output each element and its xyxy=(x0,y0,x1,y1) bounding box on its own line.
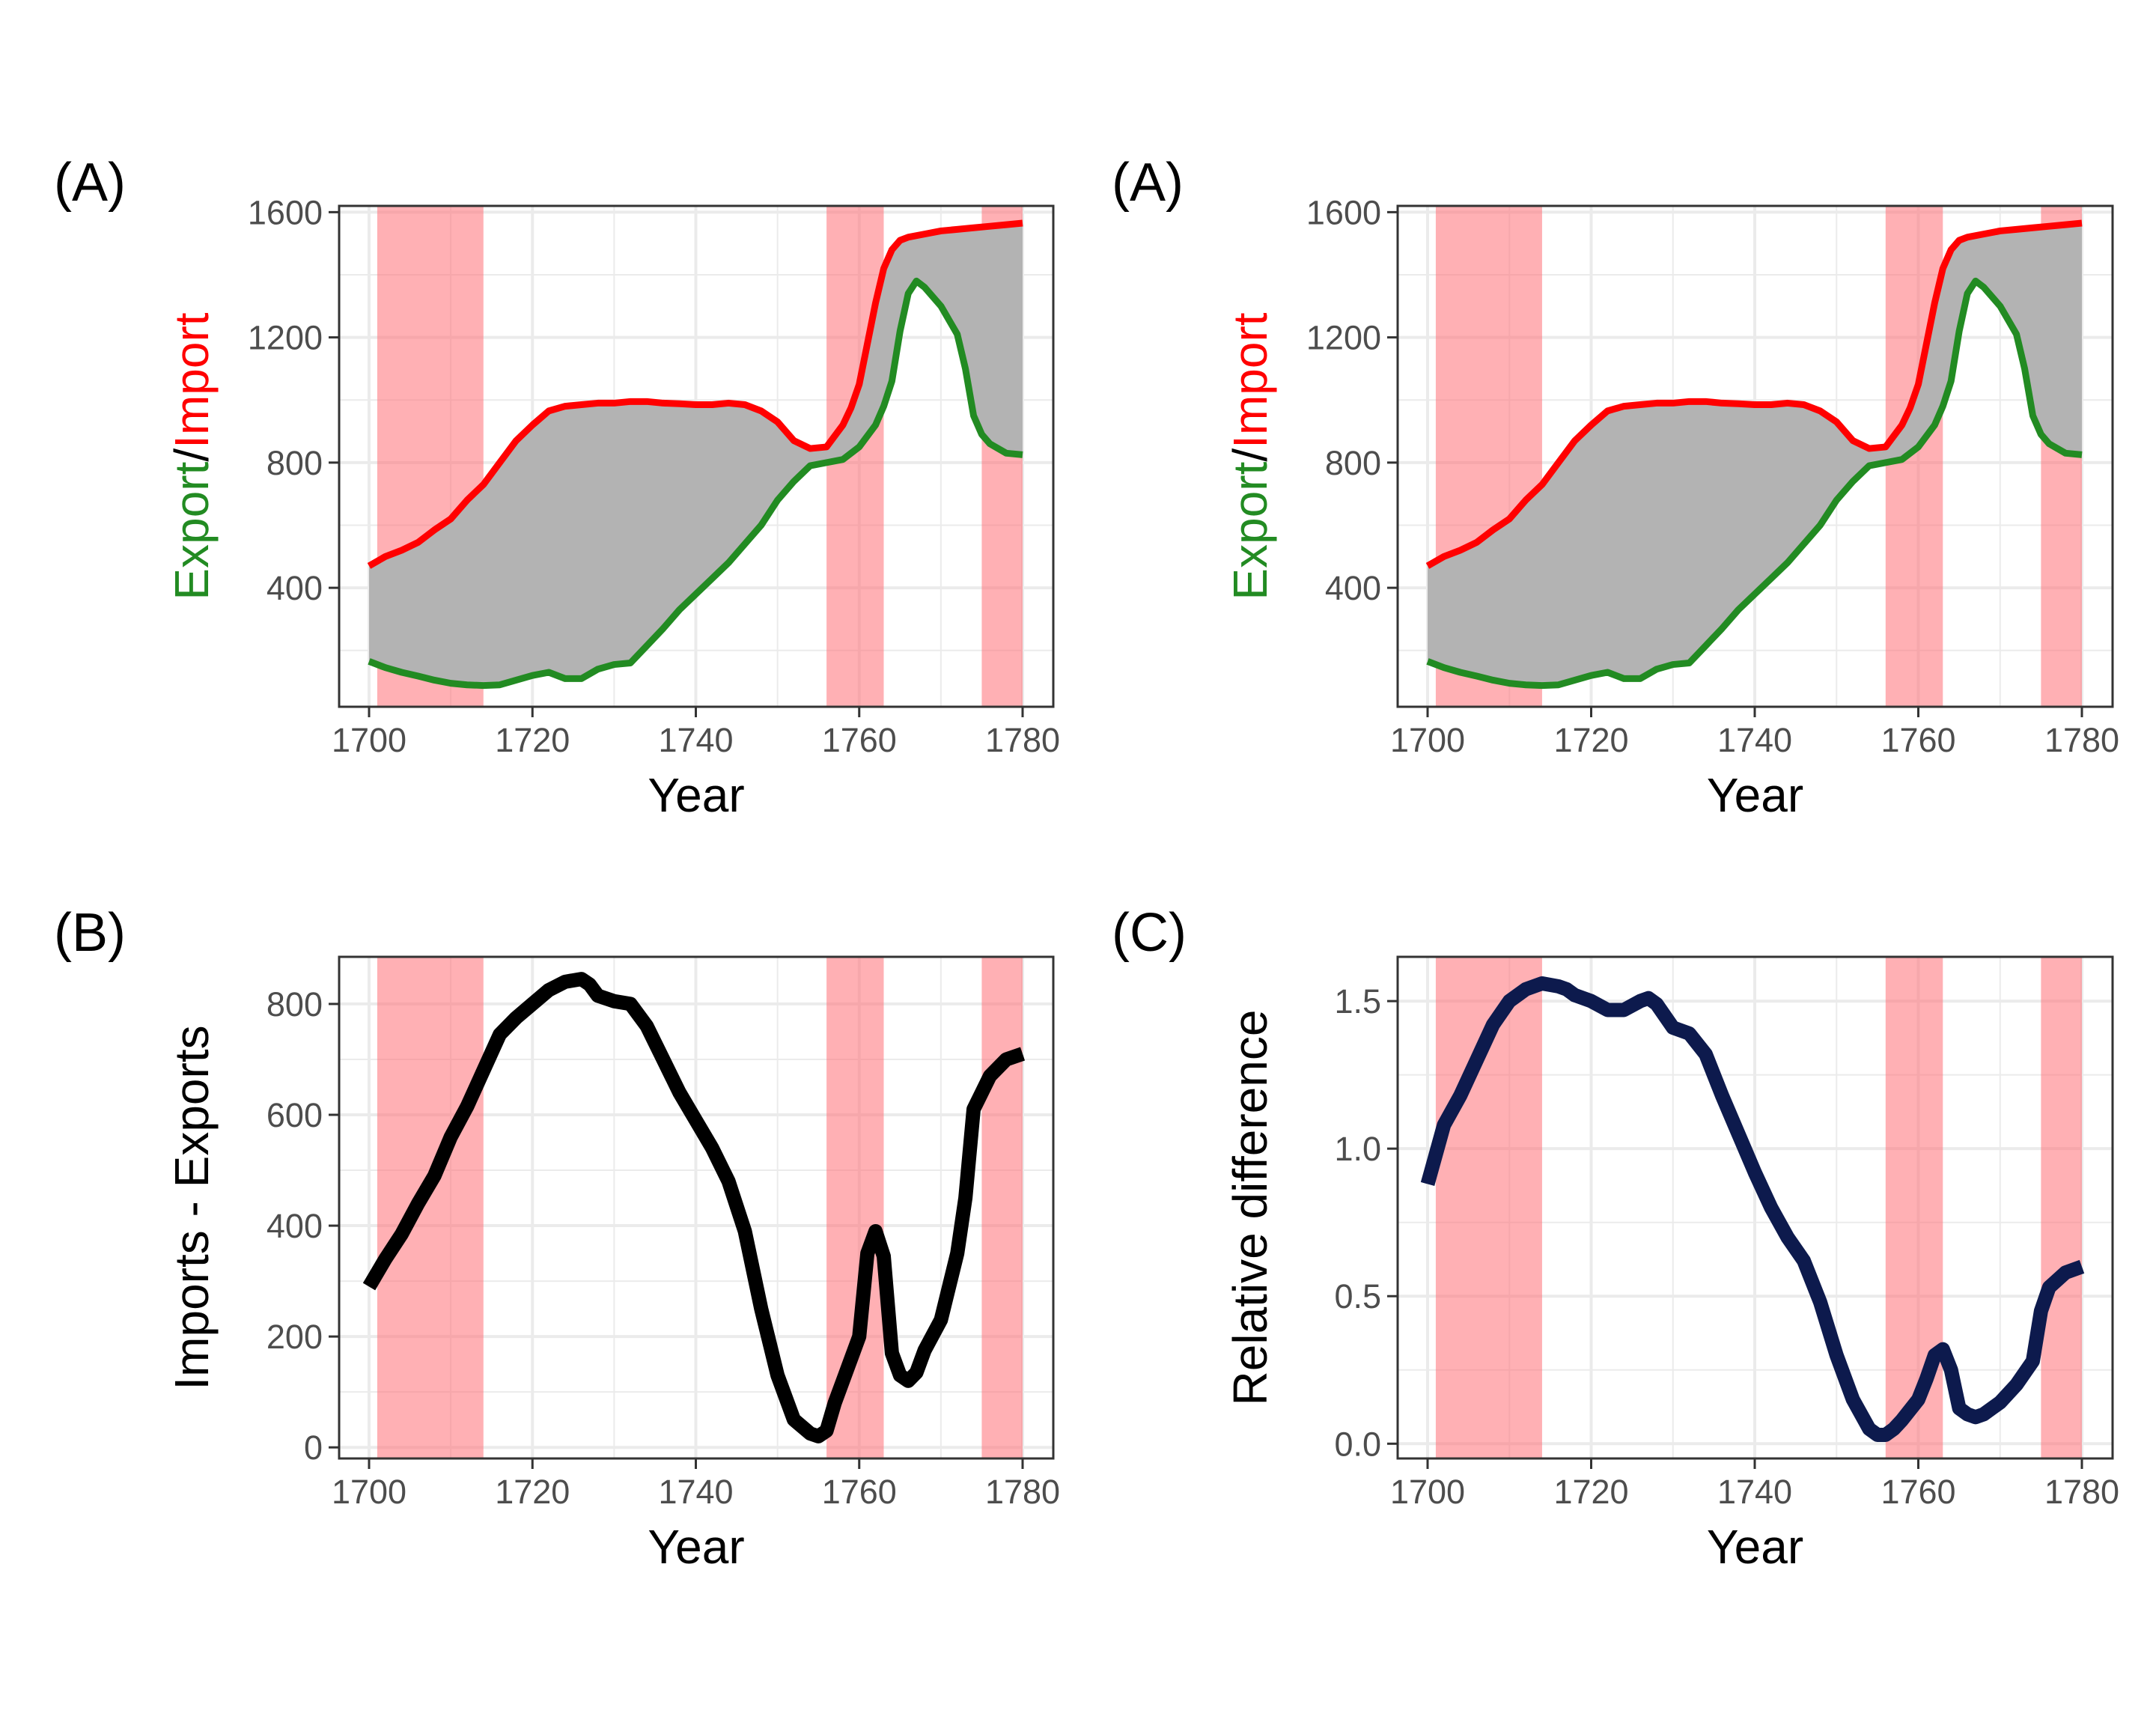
y-tick-label: 1600 xyxy=(248,193,323,231)
x-tick-label: 1720 xyxy=(495,721,570,759)
series-line xyxy=(362,972,1026,1443)
y-tick-label: 1.5 xyxy=(1334,982,1381,1020)
x-tick-label: 1740 xyxy=(1717,1473,1792,1511)
y-axis-title: Relative difference xyxy=(1223,1010,1277,1406)
x-tick-label: 1780 xyxy=(985,1473,1060,1511)
y-axis-title: Export/Import xyxy=(165,312,219,600)
x-tick-label: 1740 xyxy=(658,721,733,759)
y-axis-title: Export/Import xyxy=(1223,312,1277,600)
panel-label: (A) xyxy=(54,153,126,213)
series-line-export xyxy=(1426,277,2083,690)
y-tick-label: 0.5 xyxy=(1334,1277,1381,1315)
x-axis-title: Year xyxy=(1707,768,1803,822)
x-axis-title: Year xyxy=(1707,1520,1803,1574)
y-tick-label: 800 xyxy=(267,444,323,482)
x-axis-title: Year xyxy=(648,1520,744,1574)
gap-area xyxy=(369,222,1023,686)
y-tick-label: 200 xyxy=(267,1318,323,1356)
x-tick-label: 1720 xyxy=(1553,721,1628,759)
y-axis-title-part: / xyxy=(1223,448,1277,462)
y-tick-label: 600 xyxy=(267,1096,323,1134)
shaded-period xyxy=(826,957,884,1458)
y-tick-label: 400 xyxy=(267,1207,323,1245)
shaded-period xyxy=(2041,957,2082,1458)
y-tick-label: 400 xyxy=(1325,569,1381,607)
y-axis-title-part: Export xyxy=(1223,461,1277,600)
x-tick-label: 1780 xyxy=(985,721,1060,759)
y-axis-title: Imports - Exports xyxy=(165,1025,219,1390)
x-tick-label: 1780 xyxy=(2044,1473,2119,1511)
x-tick-label: 1760 xyxy=(822,1473,897,1511)
y-tick-label: 0 xyxy=(304,1429,323,1467)
x-tick-label: 1760 xyxy=(1881,721,1955,759)
panel-label: (A) xyxy=(1112,153,1184,213)
x-tick-label: 1760 xyxy=(822,721,897,759)
y-tick-label: 800 xyxy=(267,985,323,1023)
series-line-import xyxy=(1425,219,2083,569)
panel-1: 1700 1720 1740 1760 1780 400 800 1200 1600 Year Ex… xyxy=(54,153,1060,822)
panel-4: 1700 1720 1740 1760 1780 0.0 0.5 1.0 1.5 Year Rela… xyxy=(1112,903,2119,1574)
y-tick-label: 0.0 xyxy=(1334,1425,1381,1463)
series-line xyxy=(1420,976,2085,1442)
gap-area xyxy=(1428,222,2082,686)
y-tick-label: 1600 xyxy=(1306,193,1381,231)
y-tick-label: 800 xyxy=(1325,444,1381,482)
x-axis-title: Year xyxy=(648,768,744,822)
shaded-period xyxy=(981,957,1023,1458)
x-tick-label: 1700 xyxy=(332,1473,406,1511)
panel-label: (C) xyxy=(1112,903,1187,963)
y-axis-title-part: Import xyxy=(165,312,219,448)
y-tick-label: 1200 xyxy=(248,319,323,357)
shaded-period xyxy=(377,957,484,1458)
panel-3: 1700 1720 1740 1760 1780 0 200 400 600 800 Year Imp… xyxy=(54,903,1060,1574)
x-tick-label: 1740 xyxy=(1717,721,1792,759)
series-line-export xyxy=(368,277,1023,690)
y-axis-title-part: Export xyxy=(165,461,219,600)
y-tick-label: 400 xyxy=(267,569,323,607)
x-tick-label: 1740 xyxy=(658,1473,733,1511)
series-line-import xyxy=(367,219,1023,569)
x-tick-label: 1780 xyxy=(2044,721,2119,759)
x-tick-label: 1700 xyxy=(332,721,406,759)
x-tick-label: 1700 xyxy=(1390,721,1465,759)
y-tick-label: 1200 xyxy=(1306,319,1381,357)
panel-2: 1700 1720 1740 1760 1780 400 800 1200 1600 Year Ex… xyxy=(1112,153,2119,822)
y-axis-title-part: / xyxy=(165,448,219,462)
x-tick-label: 1700 xyxy=(1390,1473,1465,1511)
y-axis-title-part: Import xyxy=(1223,312,1277,448)
x-tick-label: 1720 xyxy=(1553,1473,1628,1511)
x-tick-label: 1760 xyxy=(1881,1473,1955,1511)
panel-label: (B) xyxy=(54,903,126,963)
x-tick-label: 1720 xyxy=(495,1473,570,1511)
y-tick-label: 1.0 xyxy=(1334,1130,1381,1168)
shaded-period xyxy=(1885,957,1943,1458)
